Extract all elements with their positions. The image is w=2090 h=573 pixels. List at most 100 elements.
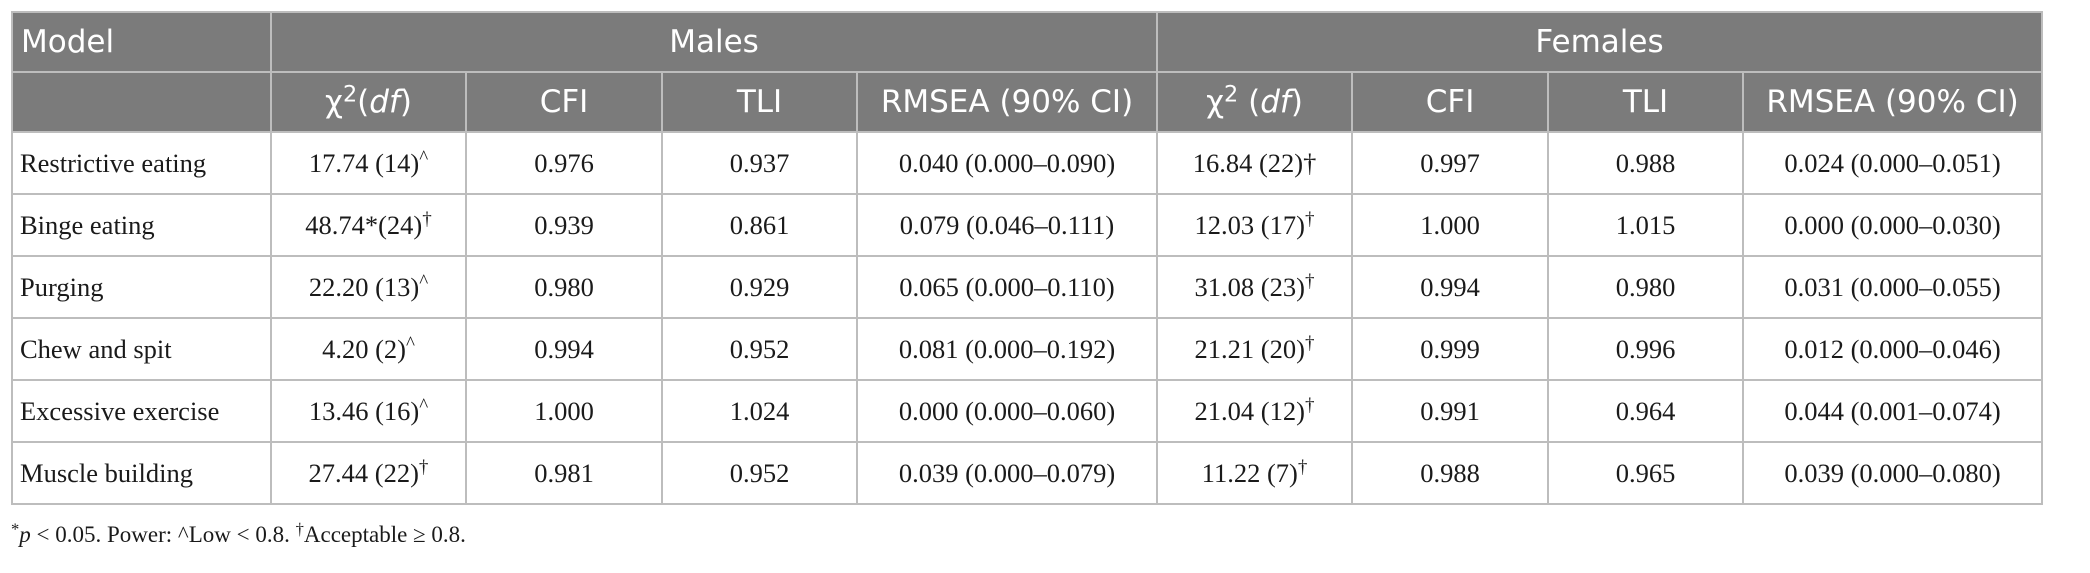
males-rmsea-cell: 0.081 (0.000–0.192)	[855, 317, 1159, 381]
females-chi-square-cell: 11.22 (7)†	[1156, 441, 1354, 505]
df-open-paren: (	[357, 84, 370, 120]
females-tli-cell: 0.965	[1547, 441, 1745, 505]
chi-value: 4.20 (2)	[322, 333, 406, 364]
table-row: Chew and spit 4.20 (2)^ 0.994 0.952 0.08…	[11, 317, 2044, 381]
power-mark: ^	[419, 394, 429, 416]
table-row: Purging 22.20 (13)^ 0.980 0.929 0.065 (0…	[11, 255, 2044, 319]
males-chi-square-cell: 48.74*(24)†	[270, 193, 467, 257]
model-cell: Muscle building	[11, 441, 272, 505]
chi-value: 21.21 (20)	[1194, 333, 1305, 364]
chi-value: 17.74 (14)	[308, 147, 420, 178]
males-tli-cell: 0.861	[661, 193, 858, 257]
females-rmsea-cell: 0.024 (0.000–0.051)	[1742, 131, 2044, 195]
chi-value: 11.22 (7)	[1201, 457, 1298, 488]
footnote-acceptable-text: Acceptable ≥ 0.8.	[303, 522, 466, 547]
females-tli-cell: 1.015	[1547, 193, 1745, 257]
power-mark: †	[422, 208, 432, 230]
females-tli-cell: 0.964	[1547, 379, 1745, 443]
females-chi-square-cell: 31.08 (23)†	[1156, 255, 1354, 319]
males-cfi-cell: 0.976	[465, 131, 663, 195]
females-cfi-cell: 0.994	[1351, 255, 1550, 319]
group-header-row: Model Males Females	[11, 11, 2044, 73]
females-rmsea-cell: 0.044 (0.001–0.074)	[1742, 379, 2044, 443]
fit-indices-table: Model Males Females χ2(df) CFI TLI RMSEA…	[11, 11, 2044, 505]
table-row: Restrictive eating 17.74 (14)^ 0.976 0.9…	[11, 131, 2044, 195]
model-cell: Restrictive eating	[11, 131, 272, 195]
females-rmsea-header: RMSEA (90% CI)	[1742, 71, 2044, 133]
males-chi-square-cell: 4.20 (2)^	[270, 317, 467, 381]
males-tli-cell: 0.937	[661, 131, 858, 195]
chi-symbol: χ	[1206, 84, 1225, 120]
chi-value: 13.46 (16)	[308, 395, 420, 426]
df-close-paren: )	[399, 84, 412, 120]
chi-superscript: 2	[342, 81, 358, 108]
males-tli-cell: 0.952	[661, 317, 858, 381]
males-chi-square-cell: 22.20 (13)^	[270, 255, 467, 319]
males-cfi-cell: 0.981	[465, 441, 663, 505]
table-row: Binge eating 48.74*(24)† 0.939 0.861 0.0…	[11, 193, 2044, 257]
males-cfi-cell: 0.980	[465, 255, 663, 319]
column-header-row: χ2(df) CFI TLI RMSEA (90% CI) χ2 (df) CF…	[11, 71, 2044, 133]
males-tli-cell: 0.952	[661, 441, 858, 505]
chi-value: 31.08 (23)	[1194, 271, 1305, 302]
males-cfi-cell: 0.939	[465, 193, 663, 257]
chi-symbol: χ	[325, 84, 343, 120]
females-rmsea-cell: 0.039 (0.000–0.080)	[1742, 441, 2044, 505]
females-chi-square-cell: 16.84 (22)†	[1156, 131, 1354, 195]
chi-value: 27.44 (22)	[308, 457, 419, 488]
footnote-p: p	[19, 522, 31, 547]
females-cfi-header: CFI	[1351, 71, 1550, 133]
females-chi-square-cell: 21.04 (12)†	[1156, 379, 1354, 443]
males-chi-square-cell: 13.46 (16)^	[270, 379, 467, 443]
males-rmsea-cell: 0.040 (0.000–0.090)	[855, 131, 1159, 195]
model-subheader-empty	[11, 71, 272, 133]
power-mark: †	[1304, 394, 1315, 416]
footnote-dagger: †	[295, 519, 304, 539]
power-mark: ^	[419, 146, 429, 168]
females-cfi-cell: 0.991	[1351, 379, 1550, 443]
males-cfi-header: CFI	[465, 71, 663, 133]
males-tli-header: TLI	[661, 71, 858, 133]
chi-value: 48.74*(24)	[305, 209, 423, 240]
females-tli-cell: 0.996	[1547, 317, 1745, 381]
power-mark: †	[418, 456, 429, 478]
power-mark: †	[1303, 147, 1317, 178]
females-group-header: Females	[1156, 11, 2044, 73]
footnote-power-text: < 0.05. Power: ^Low < 0.8.	[30, 522, 296, 547]
power-mark: †	[1304, 332, 1315, 354]
power-mark: †	[1297, 456, 1308, 478]
df-label: df	[1260, 84, 1291, 120]
footnote-star: *	[11, 519, 20, 539]
model-column-header: Model	[11, 11, 272, 73]
chi-superscript: 2	[1224, 81, 1239, 108]
chi-value: 22.20 (13)	[308, 271, 420, 302]
males-rmsea-cell: 0.039 (0.000–0.079)	[855, 441, 1159, 505]
females-cfi-cell: 1.000	[1351, 193, 1550, 257]
chi-value: 21.04 (12)	[1194, 395, 1305, 426]
power-mark: ^	[405, 332, 415, 354]
df-open-paren: (	[1248, 84, 1261, 120]
males-chi-square-header: χ2(df)	[270, 71, 467, 133]
males-chi-square-cell: 17.74 (14)^	[270, 131, 467, 195]
model-cell: Binge eating	[11, 193, 272, 257]
table-row: Muscle building 27.44 (22)† 0.981 0.952 …	[11, 441, 2044, 505]
males-cfi-cell: 1.000	[465, 379, 663, 443]
chi-value: 16.84 (22)	[1192, 147, 1304, 178]
df-close-paren: )	[1290, 84, 1303, 120]
males-rmsea-cell: 0.000 (0.000–0.060)	[855, 379, 1159, 443]
females-chi-square-cell: 12.03 (17)†	[1156, 193, 1354, 257]
females-cfi-cell: 0.999	[1351, 317, 1550, 381]
females-cfi-cell: 0.997	[1351, 131, 1550, 195]
table-row: Excessive exercise 13.46 (16)^ 1.000 1.0…	[11, 379, 2044, 443]
females-tli-header: TLI	[1547, 71, 1745, 133]
model-cell: Chew and spit	[11, 317, 272, 381]
females-rmsea-cell: 0.012 (0.000–0.046)	[1742, 317, 2044, 381]
results-table-figure: Model Males Females χ2(df) CFI TLI RMSEA…	[11, 11, 2044, 505]
power-mark: †	[1304, 270, 1315, 292]
table-footnote: *p < 0.05. Power: ^Low < 0.8. †Acceptabl…	[11, 519, 466, 548]
df-label: df	[369, 84, 400, 120]
chi-value: 12.03 (17)	[1194, 209, 1305, 240]
females-rmsea-cell: 0.031 (0.000–0.055)	[1742, 255, 2044, 319]
model-cell: Purging	[11, 255, 272, 319]
males-rmsea-cell: 0.079 (0.046–0.111)	[855, 193, 1159, 257]
